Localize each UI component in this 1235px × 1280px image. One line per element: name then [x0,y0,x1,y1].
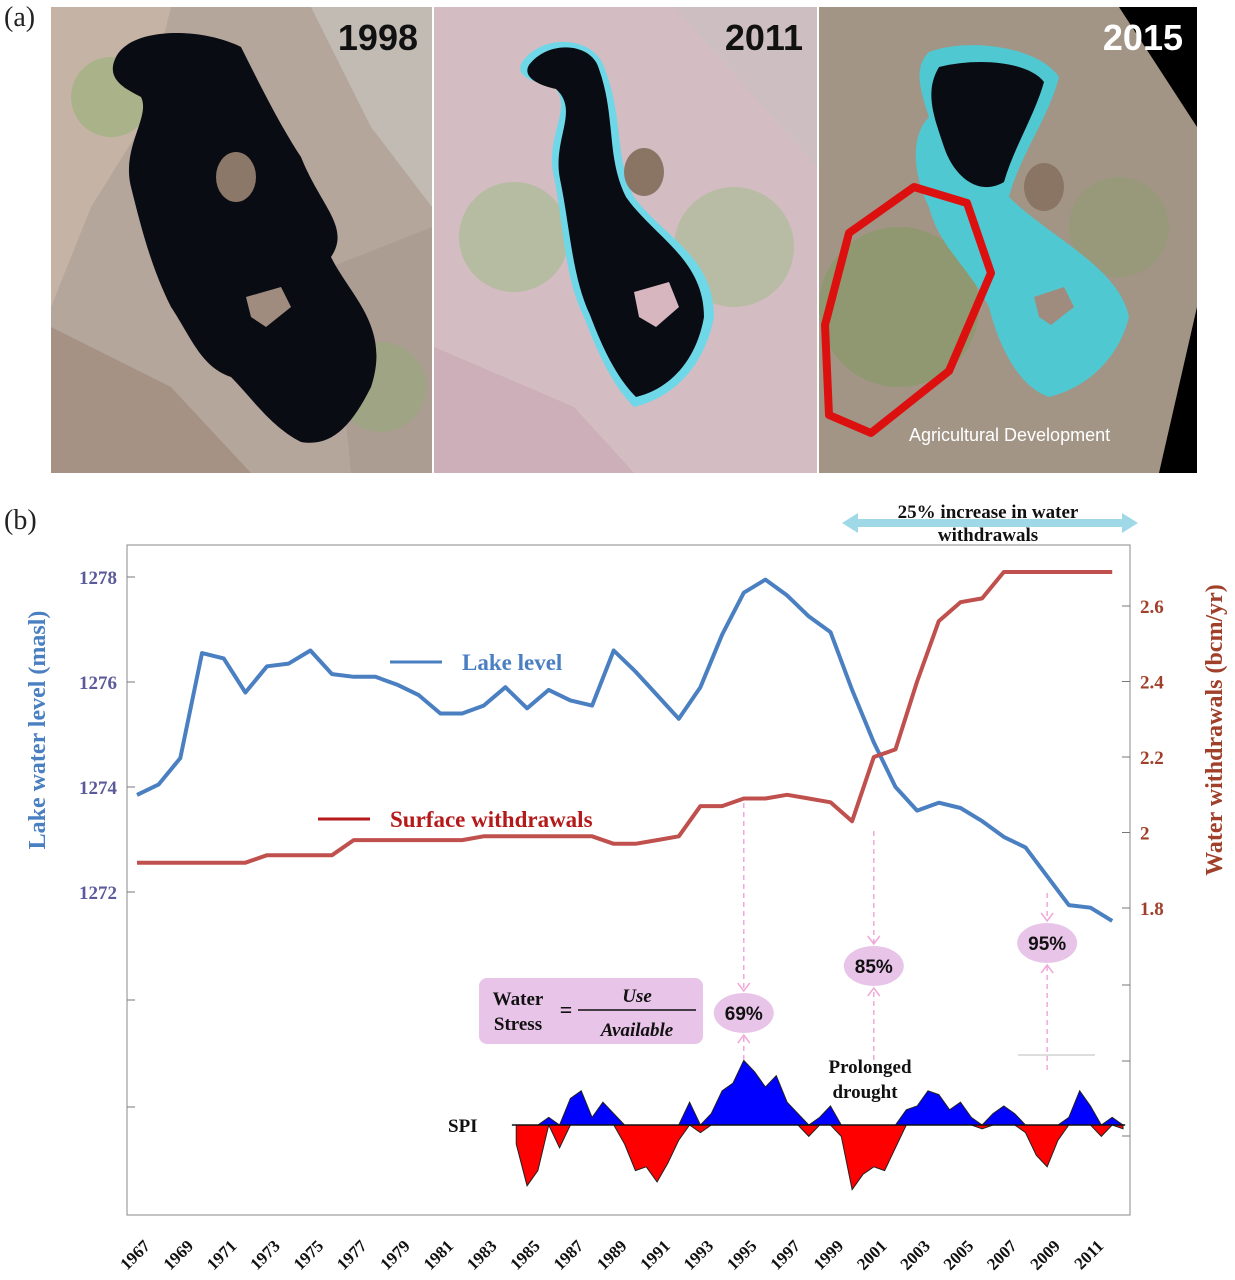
legend-withdrawals-label: Surface withdrawals [390,807,593,832]
right-tick-label: 2 [1140,824,1150,845]
drought-label-line1: Prolonged [828,1057,911,1078]
x-tick-label: 2001 [853,1236,890,1273]
x-tick-label: 1967 [116,1236,154,1274]
panel-b-label: (b) [4,505,37,536]
surface-withdrawals-line [137,570,1113,865]
x-tick-label: 1971 [203,1236,240,1273]
formula-box [479,978,703,1044]
banner-arrow [842,513,1138,533]
x-tick-label: 1979 [376,1236,413,1273]
stress-bubble [1017,923,1078,963]
x-tick-label: 2007 [983,1236,1021,1274]
year-label-1998: 1998 [337,17,418,58]
left-tick-label: 1274 [79,778,118,799]
stress-bubble [713,993,774,1033]
x-tick-label: 1987 [550,1236,588,1274]
drought-label-line2: drought [832,1082,898,1103]
satellite-image-2015: 2015 Agricultural Development [819,7,1197,473]
x-tick-label: 1983 [463,1236,500,1273]
banner-line2: withdrawals [938,525,1038,546]
x-tick-label: 1995 [723,1236,760,1273]
left-tick-label: 1276 [79,673,117,694]
x-tick-label: 2005 [940,1236,977,1273]
lake-2015 [931,62,1044,188]
x-tick-label: 1981 [420,1236,457,1273]
lake-level-line [136,577,1114,923]
stress-arrowhead-up [867,986,881,997]
right-axis-title: Water withdrawals (bcm/yr) [1202,584,1228,876]
banner-line1: 25% increase in water [898,502,1079,523]
x-tick-label: 1991 [636,1236,673,1273]
right-tick-label: 1.8 [1140,899,1164,920]
x-tick-label: 1997 [766,1236,804,1274]
right-tick-label: 2.4 [1140,673,1164,694]
spi-positive-area [516,1059,1125,1126]
stress-arrowhead-down [867,935,881,946]
stress-arrowhead-down [1040,912,1054,923]
right-tick-label: 2.2 [1140,748,1164,769]
annotations: Lake level Surface withdrawals 25% increas… [318,502,1138,1103]
formula-numerator: Use [622,986,652,1007]
series-lines [136,570,1114,923]
stress-value: 95% [1028,934,1066,955]
x-tick-label: 2011 [1071,1236,1108,1273]
plot-frame [126,544,1131,1216]
formula-denominator: Available [600,1020,674,1041]
spi-series: SPI [448,1054,1126,1191]
stress-value: 69% [725,1004,763,1025]
right-tick-label: 2.6 [1140,597,1164,618]
x-tick-label: 1985 [506,1236,543,1273]
stress-arrowhead-up [1040,963,1054,974]
year-label-2015: 2015 [1102,17,1183,58]
legend-lake-label: Lake level [462,650,562,675]
x-tick-label: 2003 [896,1236,933,1273]
x-tick-label: 1977 [333,1236,371,1274]
satellite-image-1998: 1998 [51,7,432,473]
x-tick-label: 1989 [593,1236,630,1273]
spi-label: SPI [448,1116,478,1137]
stress-arrowhead-down [737,982,751,993]
x-tick-label: 1993 [680,1236,717,1273]
formula-equals: = [560,997,573,1022]
year-label-2011: 2011 [724,17,803,58]
left-tick-label: 1278 [79,568,117,589]
left-axis-title: Lake water level (masl) [25,611,51,850]
x-tick-label: 1969 [160,1236,197,1273]
x-tick-label: 1973 [246,1236,283,1273]
lake-1998 [112,33,377,443]
panel-a-label: (a) [4,2,36,33]
x-tick-label: 1999 [810,1236,847,1273]
formula-lhs-top: Water [493,989,544,1010]
agricultural-development-label: Agricultural Development [909,425,1111,445]
satellite-image-2011: 2011 [434,7,817,473]
agricultural-area-outline [821,183,995,437]
formula-lhs-bottom: Stress [494,1014,542,1035]
chart-panel-b: 1272 1274 1276 1278 1.8 2 2.2 2.4 2.6 Lake water … [25,502,1228,1274]
x-tick-label: 2009 [1027,1236,1064,1273]
x-tick-label: 1975 [290,1236,327,1273]
spi-negative-area [515,1123,1124,1191]
stress-value: 85% [855,957,893,978]
stress-bubble [843,946,904,986]
left-tick-label: 1272 [79,883,117,904]
stress-arrowhead-up [737,1033,751,1044]
